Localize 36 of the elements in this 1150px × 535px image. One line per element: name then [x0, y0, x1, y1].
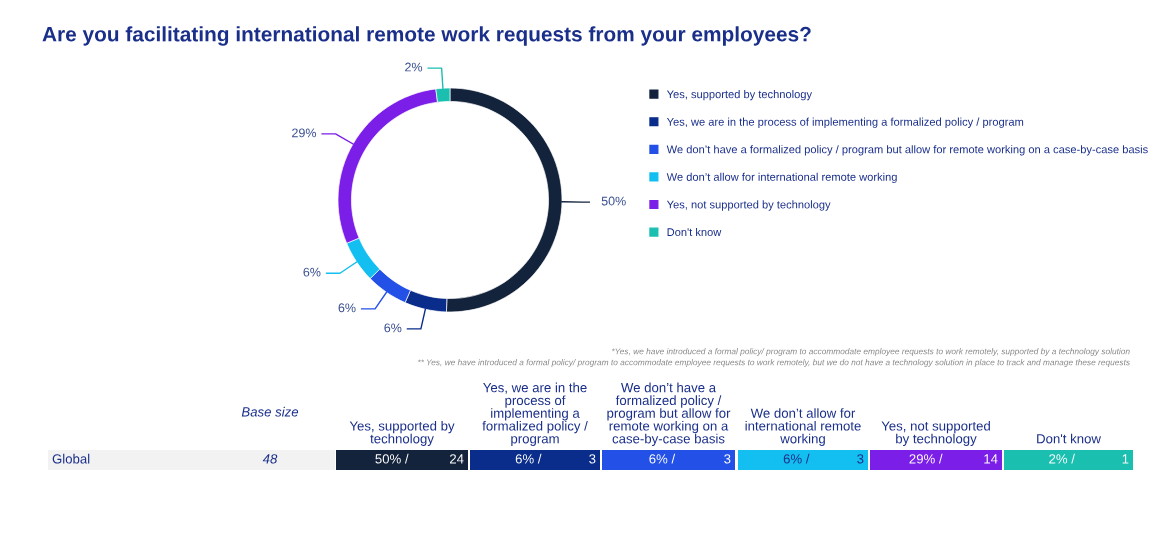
legend-label: Don't know [667, 227, 722, 237]
text: Base size [241, 406, 299, 417]
data-label: 2% [405, 62, 423, 72]
data-label: 6% [303, 267, 321, 277]
text: 6% / [783, 453, 810, 464]
text: 29% / [909, 453, 943, 464]
text: 3 [589, 454, 596, 464]
category-label: Don't know [1037, 433, 1101, 444]
text: 3 [724, 454, 731, 464]
legend-label: We don’t have a formalized policy / program but allow for remote working on a case-by-case basis [666, 145, 1148, 156]
text: 50% / [375, 453, 409, 464]
text: *Yes, we have introduced a formal policy/ program to accommodate employee requests to work remotely, supported by a technology solution [611, 348, 1130, 356]
category-label: Yes, supported by technology [349, 420, 455, 446]
text: ** Yes, we have introduced a formal policy/ program to accommodate employee requests to work remotely, but we do not have a technology solution in place to track and manage these requests [417, 359, 1130, 367]
text: 24 [449, 454, 464, 464]
legend-label: Yes, supported by technology [666, 90, 813, 101]
category-label: Yes, not supported by technology [881, 420, 990, 446]
text: 3 [857, 454, 864, 464]
category-label: We don’t allow for international remote working [745, 408, 861, 446]
data-label: 29% [292, 128, 317, 138]
legend-label: Yes, we are in the process of implementing a formalized policy / program [666, 117, 1024, 128]
text: 6% / [649, 453, 676, 464]
category-label: We don’t have a formalized policy / program but allow for remote working on a case-by-case basis [607, 382, 731, 446]
legend-label: We don’t allow for international remote working [666, 172, 897, 184]
legend-label: Yes, not supported by technology [666, 200, 831, 211]
text: 1 [1122, 454, 1129, 464]
data-label: 6% [384, 323, 402, 333]
chart-title: Are you facilitating international remote work requests from your employees? [42, 26, 811, 46]
text: 14 [984, 454, 998, 464]
data-label: 6% [338, 303, 356, 313]
category-label: Yes, we are in the process of implementing a formalized policy / program [482, 382, 588, 446]
text: 6% / [515, 453, 542, 464]
data-label: 50% [601, 196, 626, 206]
text: 2% / [1049, 453, 1075, 464]
text: Global [52, 453, 90, 464]
text: 48 [262, 454, 278, 464]
